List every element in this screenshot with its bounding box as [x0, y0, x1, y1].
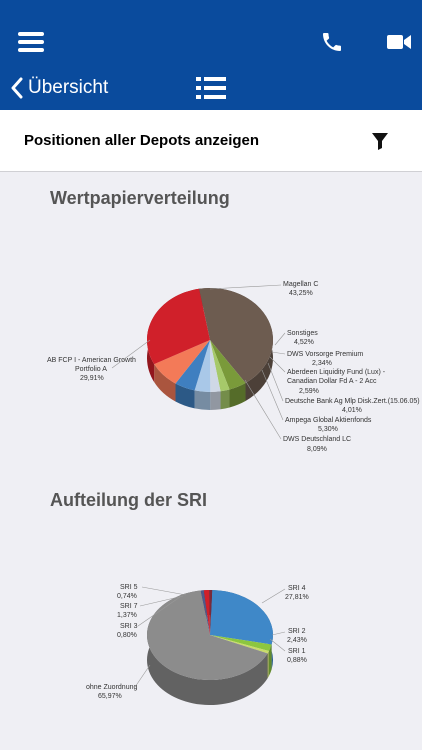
page-title: Positionen aller Depots anzeigen [24, 132, 260, 149]
value-sri1: 0,88% [287, 657, 307, 664]
value-sri3: 0,80% [117, 632, 137, 639]
section-title-distribution: Wertpapierverteilung [50, 188, 230, 208]
label-aberdeen-1: Aberdeen Liquidity Fund (Lux) - [287, 369, 386, 376]
label-ab-fcp-2: Portfolio A [75, 366, 107, 373]
label-dws-deutschland: DWS Deutschland LC [283, 436, 351, 443]
distribution-slice-side-6 [154, 364, 176, 402]
label-magellan: Magellan C [283, 281, 318, 288]
label-dws-vorsorge: DWS Vorsorge Premium [287, 351, 363, 358]
value-sri2: 2,43% [287, 637, 307, 644]
subheader: Positionen aller Depots anzeigen [0, 110, 422, 172]
distribution-slice-side-3 [210, 391, 221, 410]
hamburger-menu-icon[interactable] [18, 32, 44, 54]
list-icon[interactable] [196, 76, 226, 100]
value-sri5: 0,74% [117, 593, 137, 600]
sri-slice-4 [200, 590, 210, 635]
label-aberdeen-2: Canadian Dollar Fd A - 2 Acc [287, 378, 377, 385]
back-label: Übersicht [28, 77, 109, 98]
distribution-slice-1 [210, 340, 246, 390]
sri-slice-1 [210, 635, 272, 652]
value-ohne-zuordnung: 65,97% [98, 693, 122, 700]
filter-funnel-icon[interactable] [370, 130, 390, 152]
back-button[interactable]: Übersicht [10, 74, 108, 102]
distribution-pie-chart: Magellan C 43,25% Sonstiges 4,52% DWS Vo… [47, 281, 420, 453]
label-sri2: SRI 2 [288, 628, 306, 635]
label-ab-fcp-1: AB FCP I - American Growth [47, 357, 136, 364]
label-sri4: SRI 4 [288, 585, 306, 592]
value-sonstiges: 4,52% [294, 339, 314, 346]
sri-slice-5 [203, 590, 210, 635]
value-deutsche-bank: 4,01% [342, 407, 362, 414]
distribution-slice-side-4 [194, 390, 211, 410]
value-dws-deutschland: 8,09% [307, 446, 327, 453]
sri-slice-side-2 [267, 651, 269, 679]
label-sri5: SRI 5 [120, 584, 138, 591]
distribution-slice-4 [194, 340, 211, 392]
label-sri1: SRI 1 [288, 648, 306, 655]
distribution-slice-2 [210, 340, 230, 392]
label-sri7: SRI 7 [120, 603, 138, 610]
section-title-sri: Aufteilung der SRI [50, 490, 207, 510]
label-deutsche-bank: Deutsche Bank Ag Mlp Disk.Zert.(15.06.05… [285, 398, 420, 405]
sri-slice-3 [147, 590, 268, 680]
value-dws-vorsorge: 2,34% [312, 360, 332, 367]
distribution-slice-0 [199, 288, 274, 383]
value-aberdeen: 2,59% [299, 388, 319, 395]
top-navigation-bar: Übersicht [0, 0, 422, 110]
distribution-slice-side-2 [220, 389, 230, 410]
value-sri7: 1,37% [117, 612, 137, 619]
distribution-slice-5 [175, 340, 210, 391]
distribution-slice-3 [210, 340, 221, 392]
distribution-labels: Magellan C 43,25% Sonstiges 4,52% DWS Vo… [47, 281, 420, 453]
distribution-slice-side-5 [175, 383, 195, 409]
value-ampega: 5,30% [318, 426, 338, 433]
distribution-slice-side-1 [229, 382, 246, 408]
phone-icon[interactable] [320, 30, 344, 54]
distribution-slice-7 [147, 288, 210, 365]
sri-slice-6 [209, 590, 213, 635]
distribution-slice-6 [154, 340, 210, 384]
sri-slice-0 [210, 590, 273, 645]
value-magellan: 43,25% [289, 290, 313, 297]
label-ampega: Ampega Global Aktienfonds [285, 417, 372, 424]
label-sonstiges: Sonstiges [287, 330, 318, 337]
sri-labels: SRI 5 0,74% SRI 7 1,37% SRI 3 0,80% SRI … [86, 584, 309, 700]
value-sri4: 27,81% [285, 594, 309, 601]
label-ohne-zuordnung: ohne Zuordnung [86, 684, 137, 691]
sri-pie-chart: SRI 5 0,74% SRI 7 1,37% SRI 3 0,80% SRI … [86, 584, 309, 705]
chevron-left-icon [11, 77, 23, 99]
video-camera-icon[interactable] [386, 32, 412, 52]
label-sri3: SRI 3 [120, 623, 138, 630]
sri-slice-2 [210, 635, 269, 654]
sri-slice-side-1 [268, 644, 272, 677]
value-ab-fcp: 29,91% [80, 375, 104, 382]
